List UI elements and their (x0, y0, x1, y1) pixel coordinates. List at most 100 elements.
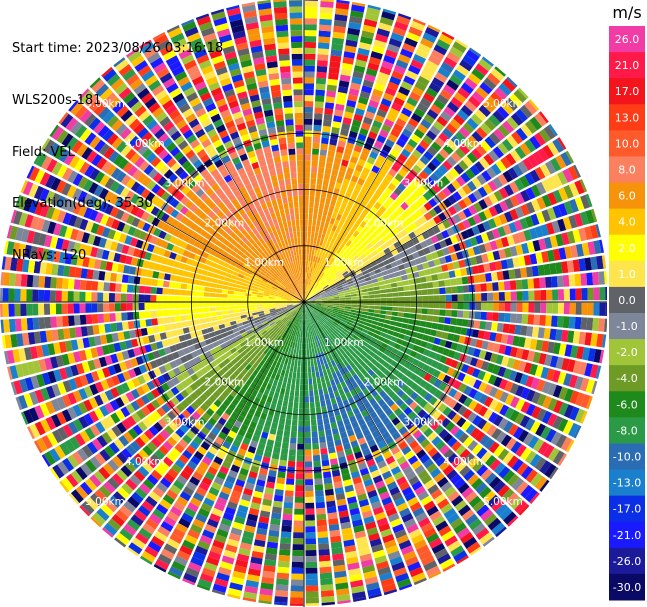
radar-gate (337, 195, 344, 203)
radar-gate (331, 212, 338, 219)
radar-gate (178, 364, 187, 373)
radar-gate (317, 531, 329, 538)
radar-gate (393, 187, 403, 196)
radar-gate (427, 336, 436, 344)
radar-gate (329, 272, 335, 279)
radar-gate (364, 372, 371, 380)
radar-gate (323, 284, 329, 289)
radar-gate (311, 366, 315, 373)
radar-gate (549, 328, 557, 341)
radar-gate (154, 449, 166, 460)
radar-gate (108, 442, 120, 454)
radar-gate (541, 179, 552, 193)
radar-gate (290, 437, 297, 444)
radar-gate (214, 345, 222, 352)
radar-gate (482, 372, 492, 383)
radar-gate (358, 42, 372, 51)
radar-gate (114, 303, 121, 312)
radar-gate (440, 61, 454, 74)
radar-gate (228, 317, 236, 322)
radar-gate (292, 303, 299, 305)
radar-gate (574, 316, 582, 330)
radar-gate (297, 306, 301, 312)
radar-gate (310, 172, 317, 179)
radar-gate (552, 415, 563, 430)
radar-gate (307, 337, 311, 344)
radar-gate (528, 435, 540, 449)
radar-gate (340, 184, 348, 192)
radar-gate (273, 494, 284, 502)
radar-gate (318, 42, 330, 50)
radar-gate (359, 236, 367, 244)
radar-gate (333, 245, 340, 253)
radar-gate (304, 302, 309, 307)
radar-gate (316, 277, 322, 283)
radar-gate (519, 415, 531, 428)
radar-gate (312, 310, 317, 316)
radar-gate (428, 376, 437, 385)
radar-gate (324, 488, 334, 496)
radar-gate (94, 394, 104, 407)
radar-gate (330, 332, 336, 339)
radar-gate (340, 381, 347, 389)
radar-gate (174, 289, 181, 296)
radar-gate (162, 295, 169, 302)
radar-gate (534, 302, 541, 313)
radar-gate (216, 315, 223, 321)
radar-gate (541, 410, 553, 424)
radar-gate (185, 445, 196, 455)
radar-gate (186, 339, 194, 347)
radar-gate (322, 125, 331, 133)
radar-gate (321, 453, 329, 461)
radar-gate (257, 522, 269, 530)
radar-gate (472, 500, 486, 513)
radar-gate (475, 482, 488, 495)
radar-gate (334, 570, 347, 579)
radar-gate (185, 386, 194, 395)
radar-gate (418, 549, 433, 561)
radar-gate (191, 337, 199, 345)
radar-gate (15, 396, 23, 411)
radar-gate (89, 424, 101, 437)
radar-gate (331, 331, 338, 337)
radar-gate (221, 426, 230, 435)
radar-gate (218, 361, 226, 369)
radar-gate (23, 393, 34, 408)
radar-gate (305, 591, 319, 598)
radar-gate (355, 269, 362, 275)
radar-gate (228, 469, 238, 479)
radar-gate (384, 173, 394, 182)
radar-gate (474, 283, 481, 292)
radar-gate (423, 402, 433, 412)
radar-gate (337, 599, 351, 605)
radar-gate (215, 306, 222, 311)
radar-gate (240, 442, 249, 451)
radar-gate (355, 240, 363, 248)
radar-gate (295, 491, 304, 498)
radar-gate (325, 343, 331, 350)
radar-gate (230, 358, 238, 366)
radar-gate (421, 231, 430, 240)
radar-gate (166, 436, 178, 447)
radar-gate (584, 332, 592, 346)
radar-gate (316, 507, 326, 515)
radar-gate (369, 444, 379, 453)
radar-gate (330, 174, 337, 182)
radar-gate (475, 126, 488, 139)
radar-gate (458, 382, 468, 393)
radar-gate (481, 421, 493, 433)
radar-gate (204, 286, 211, 292)
radar-gate (322, 324, 328, 330)
radar-gate (0, 272, 4, 286)
radar-gate (411, 358, 420, 367)
radar-gate (347, 348, 354, 355)
radar-gate (401, 148, 411, 158)
radar-gate (341, 316, 349, 321)
radar-gate (325, 290, 332, 294)
radar-gate (286, 478, 295, 485)
radar-gate (304, 343, 307, 350)
radar-gate (91, 303, 98, 313)
radar-gate (327, 271, 334, 277)
radar-gate (194, 388, 203, 397)
radar-gate (207, 431, 217, 441)
